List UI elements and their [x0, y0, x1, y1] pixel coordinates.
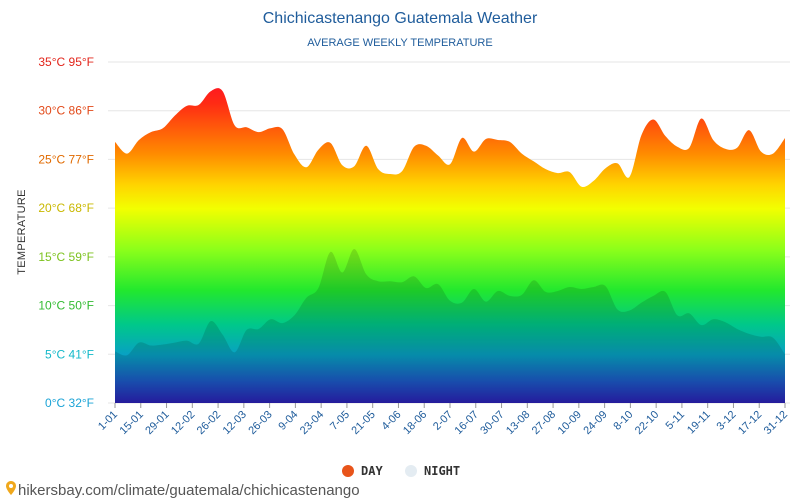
- y-tick-label: 30°C 86°F: [38, 104, 94, 118]
- legend: DAY NIGHT: [342, 464, 460, 478]
- x-tick-label: 2-07: [431, 409, 455, 433]
- x-tick-label: 30-07: [478, 409, 506, 437]
- x-tick-label: 31-12: [762, 409, 790, 437]
- x-tick-label: 26-03: [246, 409, 274, 437]
- x-tick-label: 26-02: [195, 409, 223, 437]
- x-tick-label: 24-09: [581, 409, 609, 437]
- legend-day-label: DAY: [361, 464, 383, 478]
- x-tick-label: 29-01: [143, 409, 171, 437]
- x-tick-label: 17-12: [736, 409, 764, 437]
- chart-subtitle: AVERAGE WEEKLY TEMPERATURE: [307, 37, 492, 49]
- y-tick-label: 5°C 41°F: [45, 347, 94, 361]
- x-tick-label: 8-10: [611, 409, 635, 433]
- day-temperature-area: [115, 88, 785, 403]
- x-tick-label: 22-10: [633, 409, 661, 437]
- x-tick-label: 16-07: [453, 409, 481, 437]
- x-tick-label: 12-02: [169, 409, 197, 437]
- y-axis-labels: 0°C 32°F 5°C 41°F 10°C 50°F 15°C 59°F 20°C 6…: [38, 55, 94, 410]
- map-pin-icon: [6, 481, 16, 495]
- x-tick-label: 19-11: [685, 409, 713, 437]
- x-axis-ticks: [114, 403, 786, 408]
- legend-day-marker: [342, 465, 354, 477]
- legend-night-label: NIGHT: [424, 464, 460, 478]
- source-link[interactable]: hikersbay.com/climate/guatemala/chichica…: [18, 482, 360, 499]
- source-credit[interactable]: hikersbay.com/climate/guatemala/chichica…: [6, 481, 360, 499]
- y-tick-label: 0°C 32°F: [45, 396, 94, 410]
- y-tick-label: 15°C 59°F: [38, 250, 94, 264]
- y-tick-label: 10°C 50°F: [38, 299, 94, 313]
- y-tick-label: 20°C 68°F: [38, 201, 94, 215]
- legend-item-night[interactable]: NIGHT: [405, 464, 460, 478]
- y-tick-label: 25°C 77°F: [38, 152, 94, 166]
- x-tick-label: 18-06: [401, 409, 429, 437]
- x-tick-label: 27-08: [530, 409, 558, 437]
- x-tick-label: 15-01: [118, 409, 146, 437]
- y-axis-title: TEMPERATURE: [16, 189, 28, 275]
- x-tick-label: 12-03: [221, 409, 249, 437]
- x-tick-label: 7-05: [328, 409, 352, 433]
- x-tick-label: 23-04: [298, 409, 326, 437]
- legend-night-marker: [405, 465, 417, 477]
- x-tick-label: 13-08: [504, 409, 532, 437]
- x-tick-label: 9-04: [276, 409, 300, 433]
- y-tick-label: 35°C 95°F: [38, 55, 94, 69]
- x-tick-label: 21-05: [349, 409, 377, 437]
- chart-title: Chichicastenango Guatemala Weather: [263, 10, 538, 27]
- x-tick-label: 5-11: [664, 409, 687, 432]
- x-tick-label: 10-09: [556, 409, 584, 437]
- night-temperature-area: [115, 249, 785, 403]
- legend-item-day[interactable]: DAY: [342, 464, 383, 478]
- x-tick-label: 3-12: [715, 409, 739, 433]
- x-tick-label: 4-06: [380, 409, 404, 433]
- x-tick-label: 1-01: [96, 409, 120, 433]
